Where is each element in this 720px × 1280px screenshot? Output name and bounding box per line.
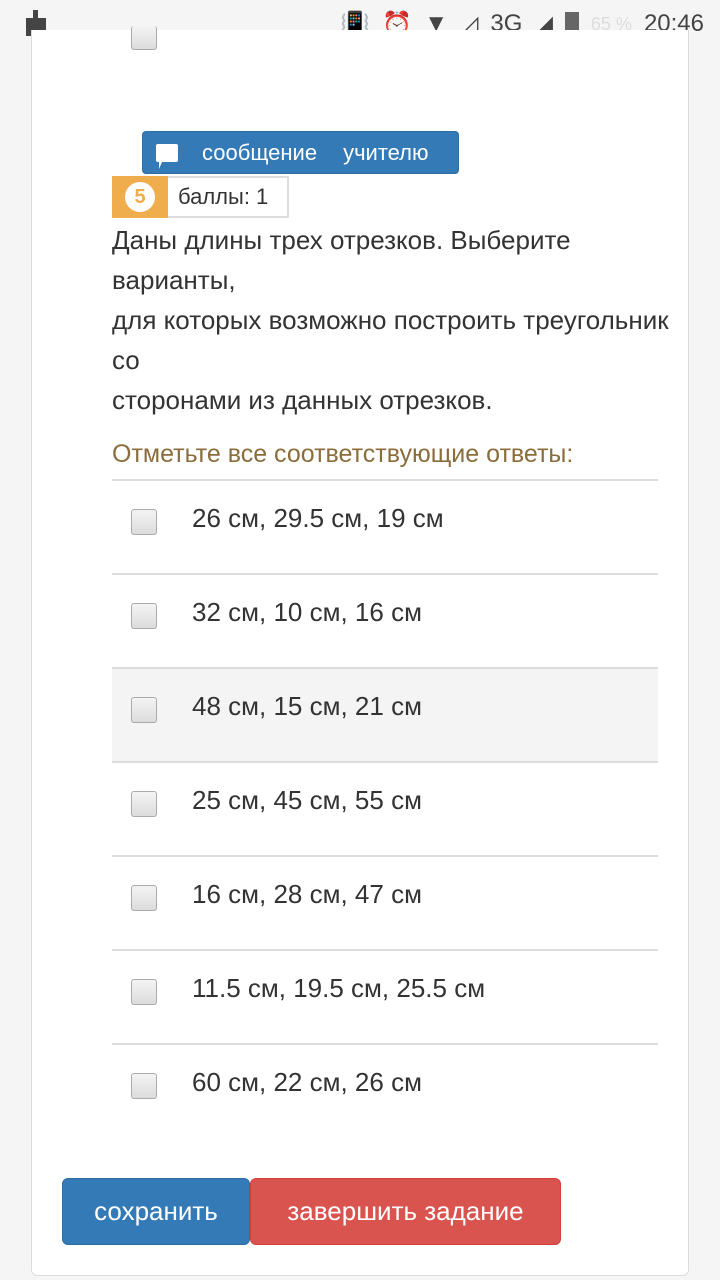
answer-checkbox[interactable]	[131, 979, 157, 1005]
previous-checkbox[interactable]	[131, 26, 157, 50]
answer-label: 32 см, 10 см, 16 см	[192, 597, 422, 627]
question-line: для которых возможно построить треугольн…	[112, 305, 669, 375]
teacher-label: учителю	[343, 139, 429, 165]
answer-option[interactable]: 16 см, 28 см, 47 см	[112, 857, 658, 951]
answer-checkbox[interactable]	[131, 509, 157, 535]
answer-option[interactable]: 32 см, 10 см, 16 см	[112, 575, 658, 669]
speech-bubble-icon	[156, 143, 178, 169]
finish-task-button[interactable]: завершить задание	[250, 1178, 561, 1245]
save-button[interactable]: сохранить	[62, 1178, 250, 1245]
answer-option[interactable]: 25 см, 45 см, 55 см	[112, 763, 658, 857]
answer-option[interactable]: 60 см, 22 см, 26 см	[112, 1045, 658, 1139]
answer-list: 26 см, 29.5 см, 19 см 32 см, 10 см, 16 с…	[112, 479, 658, 1139]
answer-checkbox[interactable]	[131, 885, 157, 911]
instruction: Отметьте все соответствующие ответы:	[112, 440, 574, 468]
question-line: Даны длины трех отрезков. Выберите вариа…	[112, 225, 571, 295]
points-label: баллы: 1	[168, 176, 289, 218]
answer-checkbox[interactable]	[131, 1073, 157, 1099]
answer-checkbox[interactable]	[131, 603, 157, 629]
answer-option[interactable]: 11.5 см, 19.5 см, 25.5 см	[112, 951, 658, 1045]
question-badge: 5 баллы: 1	[112, 176, 289, 218]
question-line: сторонами из данных отрезков.	[112, 385, 493, 415]
answer-checkbox[interactable]	[131, 697, 157, 723]
question-text: Даны длины трех отрезков. Выберите вариа…	[112, 220, 672, 420]
message-teacher-button[interactable]: сообщение учителю	[142, 131, 459, 174]
message-label: сообщение	[202, 139, 318, 165]
answer-checkbox[interactable]	[131, 791, 157, 817]
answer-label: 48 см, 15 см, 21 см	[192, 691, 422, 721]
answer-option[interactable]: 48 см, 15 см, 21 см	[112, 669, 658, 763]
answer-label: 26 см, 29.5 см, 19 см	[192, 503, 444, 533]
battery-level: 65 %	[590, 13, 632, 34]
question-card	[31, 30, 689, 1276]
answer-label: 25 см, 45 см, 55 см	[192, 785, 422, 815]
answer-option[interactable]: 26 см, 29.5 см, 19 см	[112, 481, 658, 575]
answer-label: 16 см, 28 см, 47 см	[192, 879, 422, 909]
answer-label: 60 см, 22 см, 26 см	[192, 1067, 422, 1097]
question-number: 5	[125, 182, 155, 212]
answer-label: 11.5 см, 19.5 см, 25.5 см	[192, 973, 486, 1003]
